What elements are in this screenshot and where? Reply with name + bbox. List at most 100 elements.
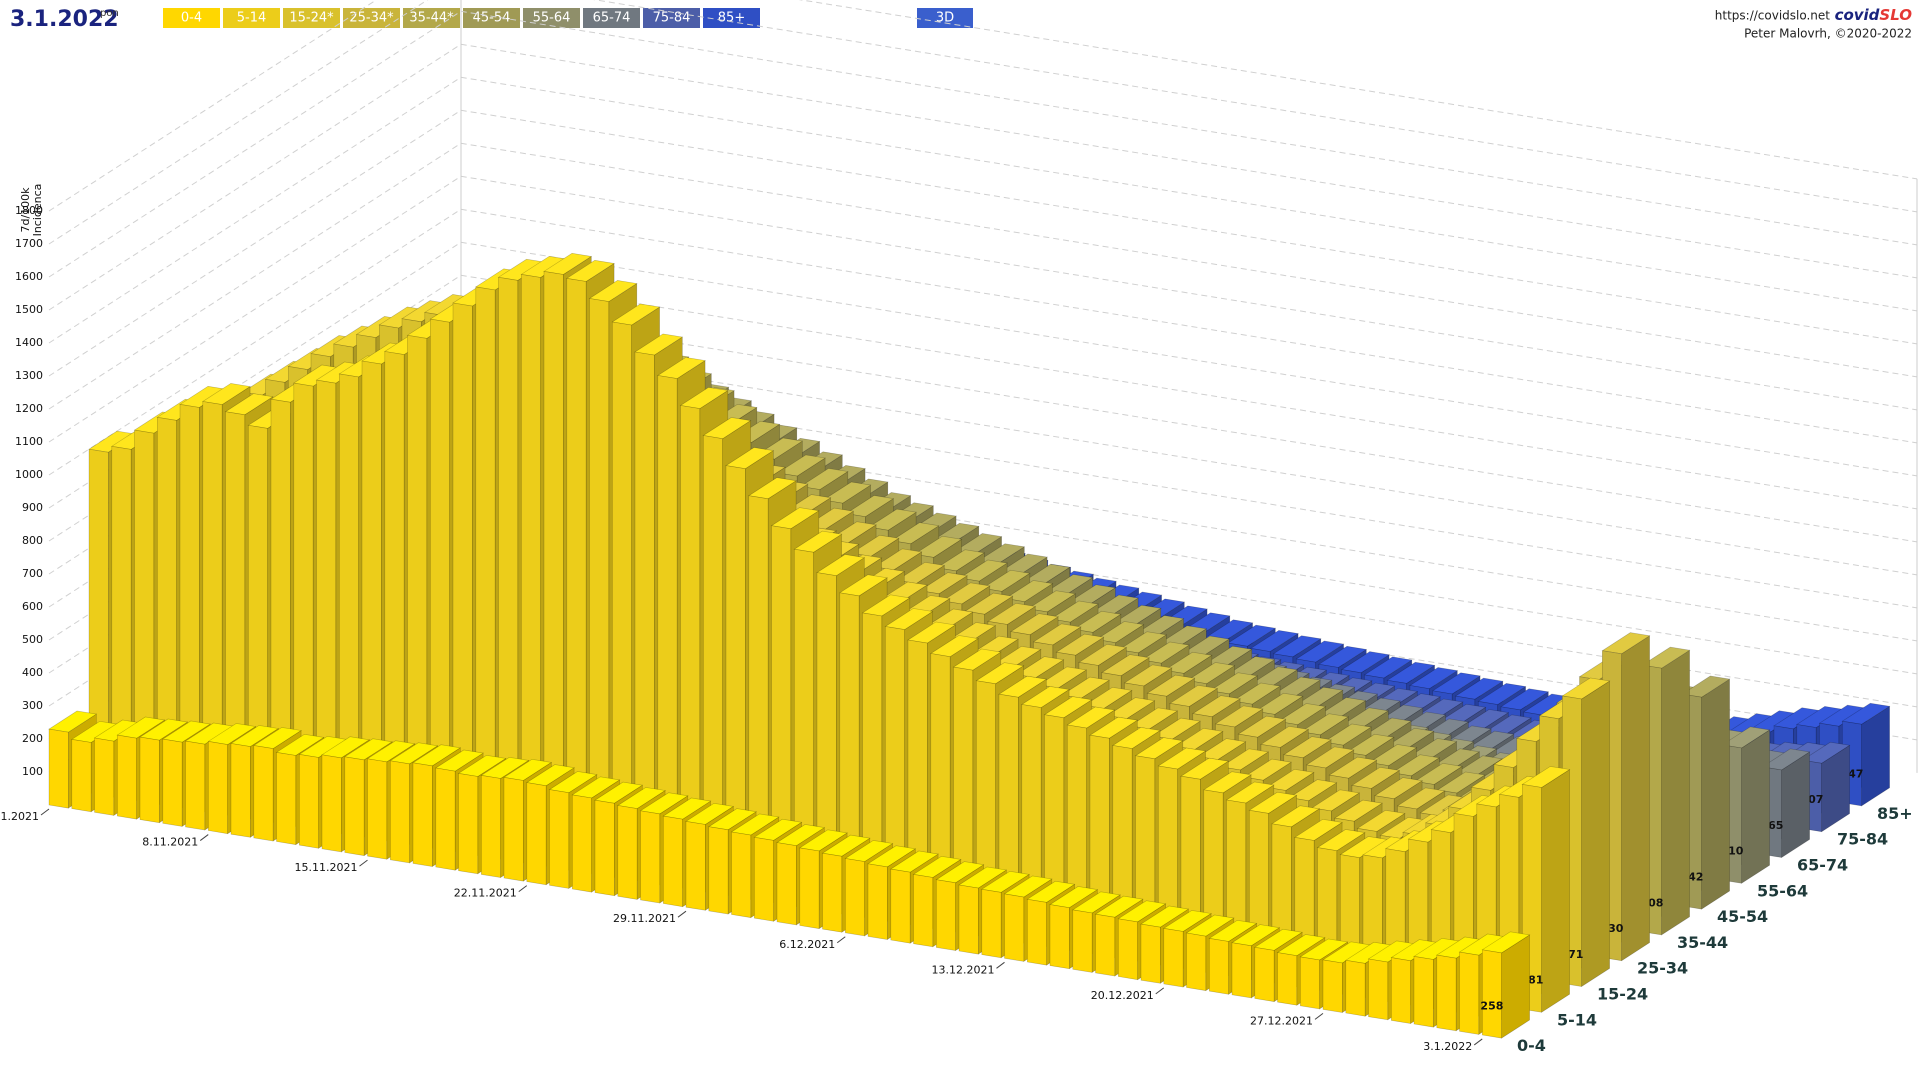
bar	[253, 745, 274, 842]
bar-top	[702, 417, 752, 440]
x-tick-label: 20.12.2021	[1091, 989, 1154, 1002]
bar	[185, 740, 206, 831]
legend-label[interactable]: 5-14	[237, 11, 267, 26]
bar	[1163, 928, 1184, 988]
y-tick-label: 1200	[15, 402, 43, 415]
x-tick-label: 1.11.2021	[0, 810, 39, 823]
bar	[571, 794, 592, 893]
bar	[412, 762, 433, 867]
bar-top	[822, 481, 872, 504]
bar	[1095, 913, 1116, 977]
bar	[117, 734, 137, 820]
bar	[1072, 909, 1093, 973]
x-tick-label: 22.11.2021	[454, 887, 517, 900]
bar	[458, 773, 479, 875]
legend-label[interactable]: 35-44*	[409, 11, 454, 26]
bar	[844, 858, 865, 937]
row-label: 45-54	[1717, 907, 1768, 926]
mode-button[interactable]	[917, 8, 973, 28]
brand-part: covid	[1835, 6, 1880, 24]
bar	[958, 884, 979, 955]
row-label: 15-24	[1597, 985, 1648, 1004]
x-tick	[518, 885, 528, 893]
bar-top	[252, 727, 302, 749]
bar	[549, 789, 570, 889]
legend-label[interactable]: 85+	[718, 11, 745, 26]
row-label: 85+	[1877, 804, 1913, 823]
bar	[344, 756, 365, 856]
legend-button[interactable]	[523, 8, 580, 28]
legend-button[interactable]	[643, 8, 700, 28]
bar-top	[776, 454, 826, 477]
site-url[interactable]: https://covidslo.net	[1715, 9, 1831, 23]
row-label: 0-4	[1517, 1036, 1546, 1055]
bar	[162, 738, 183, 827]
x-tick	[1314, 1013, 1324, 1020]
x-tick	[359, 859, 368, 867]
bar	[276, 752, 297, 845]
legend-button[interactable]	[703, 8, 760, 28]
legend: 0-4 5-14 15-24* 25-34* 35-44* 45-54 55-64 65-74…	[163, 8, 760, 28]
bar	[367, 758, 388, 860]
legend-button[interactable]	[403, 8, 460, 28]
legend-button[interactable]	[283, 8, 340, 28]
legend-label[interactable]: 55-64	[533, 11, 571, 26]
y-axis-label: 7d/100k	[19, 187, 32, 233]
bar	[94, 737, 115, 816]
x-tick	[1155, 987, 1165, 995]
grid-line	[48, 0, 1918, 212]
bar	[799, 847, 820, 929]
bar	[1140, 923, 1161, 984]
legend-label[interactable]: 25-34*	[349, 11, 394, 26]
bar	[1391, 957, 1411, 1024]
bar	[298, 754, 319, 849]
y-tick-label: 1600	[15, 270, 43, 283]
legend-button[interactable]	[463, 8, 520, 28]
bar	[1186, 932, 1207, 991]
x-tick	[1473, 1038, 1483, 1046]
x-tick-label: 13.12.2021	[932, 963, 995, 976]
y-tick-label: 1000	[15, 468, 43, 481]
y-tick-label: 1700	[15, 237, 43, 250]
y-tick-label: 100	[22, 765, 43, 778]
bar	[753, 836, 774, 922]
y-tick-label: 1500	[15, 303, 43, 316]
bar	[1436, 954, 1457, 1032]
bar	[662, 815, 683, 908]
legend-label[interactable]: 65-74	[593, 11, 631, 26]
brand: covidSLO	[1835, 6, 1913, 24]
bar	[640, 810, 661, 904]
y-tick-label: 800	[22, 534, 43, 547]
bar	[526, 782, 547, 886]
bar	[1322, 959, 1343, 1013]
x-tick-label: 29.11.2021	[613, 912, 676, 925]
legend-button[interactable]	[223, 8, 280, 28]
bar	[913, 874, 934, 948]
bar	[1482, 949, 1502, 1039]
author: Peter Malovrh, ©2020-2022	[1744, 27, 1912, 41]
legend-button[interactable]	[343, 8, 400, 28]
bar	[503, 777, 524, 882]
y-tick-label: 600	[22, 600, 43, 613]
legend-label[interactable]: 0-4	[181, 11, 202, 26]
bar	[1413, 956, 1434, 1028]
bar	[208, 741, 228, 835]
legend-button[interactable]	[163, 8, 220, 28]
bar	[435, 767, 456, 871]
grid-line	[48, 0, 1918, 245]
y-tick-label: 500	[22, 633, 43, 646]
legend-label[interactable]: 15-24*	[289, 11, 334, 26]
bar	[480, 775, 501, 878]
value-label: 258	[1480, 1000, 1503, 1013]
legend-button[interactable]	[583, 8, 640, 28]
x-tick-label: 15.11.2021	[295, 861, 358, 874]
bar	[321, 754, 342, 853]
bar	[1209, 938, 1229, 995]
y-tick-label: 900	[22, 501, 43, 514]
bar-side	[1701, 678, 1730, 910]
row-label: 35-44	[1677, 933, 1728, 952]
bar	[935, 879, 956, 951]
legend-label[interactable]: 75-84	[653, 11, 691, 26]
y-tick-label: 300	[22, 699, 43, 712]
